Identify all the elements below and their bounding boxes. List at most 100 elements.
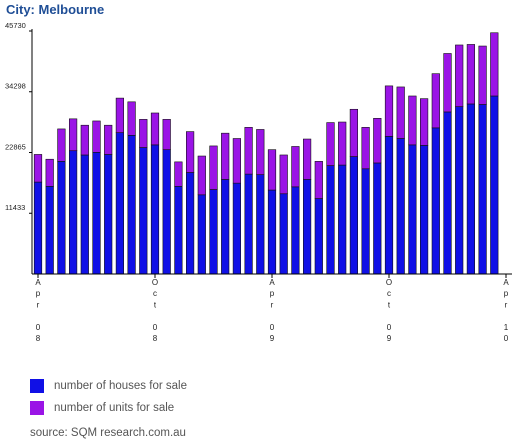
bar-units [466,44,476,105]
x-tick-char: c [153,289,157,298]
bar-houses [302,179,312,275]
bar-units [279,154,288,195]
bar-units [69,118,78,152]
bar-units [361,127,370,170]
bar-houses [127,135,136,275]
bar-houses [57,161,66,275]
bar-units [174,161,183,187]
x-tick-label: Apr 0 9 [269,278,275,343]
bar-units [478,45,487,105]
bar-houses [80,154,89,275]
x-tick-label: Apr 0 8 [35,278,41,343]
x-tick-char: 0 [36,323,41,332]
x-tick-char: 1 [504,323,509,332]
x-tick-char: p [504,289,509,298]
chart-title: City: Melbourne [6,2,105,17]
y-tick-label: 22865 [5,143,26,152]
x-tick-char: A [269,278,275,287]
bar-houses [197,194,206,275]
bar-units [127,101,136,136]
bar-units [256,129,265,175]
bar-units [267,149,277,191]
bar-houses [396,138,405,275]
bar-houses [408,144,417,275]
y-tick-label: 11433 [5,203,25,212]
bar-units [92,120,101,153]
source-note: source: SQM research.com.au [30,427,186,439]
x-tick-char: A [503,278,509,287]
legend-label-units: number of units for sale [54,402,175,414]
x-tick-char: 8 [36,334,41,343]
bar-units [150,112,160,146]
bar-units [57,128,66,162]
legend-swatch-houses [30,379,44,393]
bar-units [431,73,440,129]
bar-houses [490,95,499,275]
bar-units [373,118,382,164]
bar-units [349,108,359,157]
bar-houses [186,172,195,275]
bar-houses [314,198,323,275]
bar-houses [466,103,476,275]
bar-houses [279,193,288,275]
bar-units [338,121,347,166]
bar-houses [373,162,382,275]
x-tick-labels: Apr08Oct08Apr09Oct09Apr10Oct10Apr11Jul11 [35,278,509,343]
bar-houses [115,132,124,275]
bar-units [115,97,124,133]
x-tick-char: 0 [504,334,509,343]
bar-houses [443,111,452,275]
bar-units [314,161,323,199]
x-tick-char: r [271,300,274,309]
bar-units [490,32,499,97]
bar-units [139,119,148,148]
x-tick-label: Oct 0 8 [152,278,158,343]
x-tick-char: 9 [387,334,392,343]
x-tick-char: r [37,300,40,309]
bar-units [443,53,452,113]
x-tick-char: 8 [153,334,158,343]
bar-units [291,146,300,188]
bar-units [197,155,206,196]
bar-units [326,122,335,166]
x-tick-char: p [36,289,41,298]
x-tick-char: 0 [153,323,158,332]
axes-group [29,29,512,278]
bar-houses [478,104,487,275]
x-tick-char: 0 [387,323,392,332]
legend: number of houses for sale number of unit… [30,376,187,420]
bar-units [244,127,253,175]
bars-group [33,32,499,275]
legend-swatch-units [30,401,44,415]
x-tick-label: Apr 1 0 [503,278,509,343]
bar-houses [291,186,300,275]
bar-units [45,158,54,187]
bar-houses [104,154,113,275]
x-tick-char: A [35,278,41,287]
bar-houses [33,181,43,275]
x-tick-char: r [505,300,508,309]
y-tick-labels: 11433 22865 34298 45730 [5,21,26,212]
bar-units [419,98,429,146]
bar-units [221,132,230,180]
bar-units [104,124,113,155]
bar-houses [256,174,265,275]
bar-units [384,85,394,137]
bar-houses [361,168,370,275]
bar-units [302,138,312,180]
bar-units [408,95,417,146]
x-tick-char: t [154,300,157,309]
bar-units [209,145,218,190]
y-tick-label: 45730 [5,21,26,30]
bar-units [162,119,171,150]
bar-houses [150,144,160,275]
x-tick-char: 0 [270,323,275,332]
bar-houses [209,189,218,275]
x-tick-char: c [387,289,391,298]
y-tick-label: 34298 [5,82,26,91]
bar-houses [267,189,277,275]
legend-item-houses: number of houses for sale [30,376,187,396]
bar-units [80,124,89,156]
bar-houses [162,149,171,275]
